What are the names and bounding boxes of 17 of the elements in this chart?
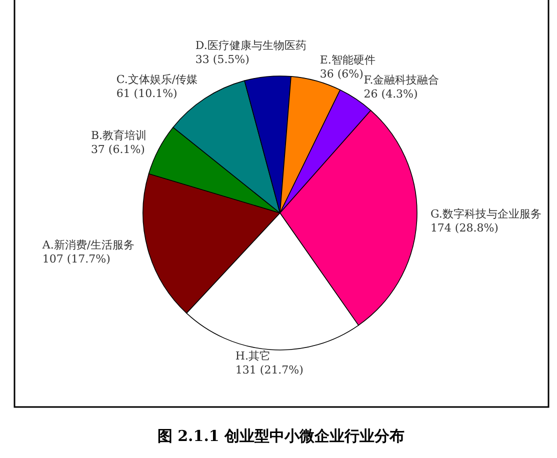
data-label: 33 (5.5%) bbox=[195, 52, 250, 66]
slice-label: B.教育培训 bbox=[90, 129, 147, 142]
data-label: 36 (6%) bbox=[320, 68, 364, 81]
data-label: 61 (10.1%) bbox=[116, 86, 178, 100]
data-label: 26 (4.3%) bbox=[364, 88, 418, 101]
slice-label: H.其它 bbox=[235, 349, 270, 362]
slice-label: D.医疗健康与生物医药 bbox=[195, 38, 306, 52]
data-label: 131 (21.7%) bbox=[235, 363, 304, 376]
data-label: 174 (28.8%) bbox=[430, 222, 498, 235]
text: 图 2.1.1 创业型中小微企业行业分布 bbox=[157, 427, 405, 445]
slice-label: A.新消费/生活服务 bbox=[41, 238, 135, 252]
data-label: 37 (6.1%) bbox=[90, 143, 145, 156]
slice-label: F.金融科技融合 bbox=[364, 74, 440, 87]
slice-label: G.数字科技与企业服务 bbox=[430, 208, 542, 221]
slice-label: E.智能硬件 bbox=[320, 54, 376, 67]
data-label: 107 (17.7%) bbox=[42, 252, 110, 266]
slice-label: C.文体娱乐/传媒 bbox=[116, 72, 198, 86]
